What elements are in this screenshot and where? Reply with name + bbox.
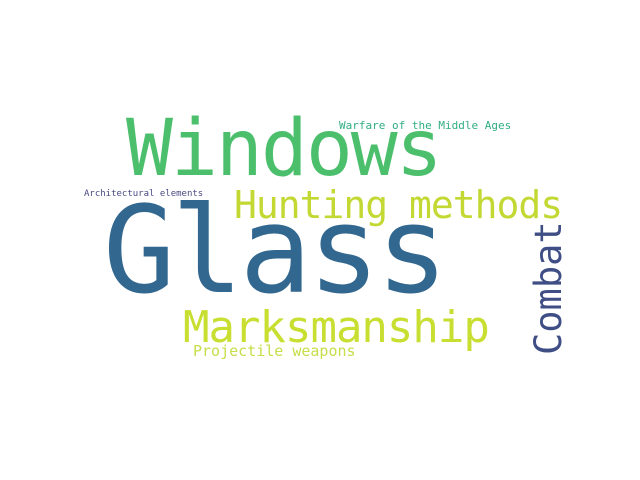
word-projectile-weapons: Projectile weapons (193, 342, 356, 360)
word-combat: Combat (527, 221, 570, 355)
word-warfare-of-the-middle-ages: Warfare of the Middle Ages (339, 119, 512, 132)
word-marksmanship: Marksmanship (183, 302, 490, 353)
word-architectural-elements: Architectural elements (84, 189, 204, 199)
word-hunting-methods: Hunting methods (234, 183, 563, 227)
word-glass: Glass (103, 182, 448, 321)
word-windows: Windows (126, 104, 443, 194)
